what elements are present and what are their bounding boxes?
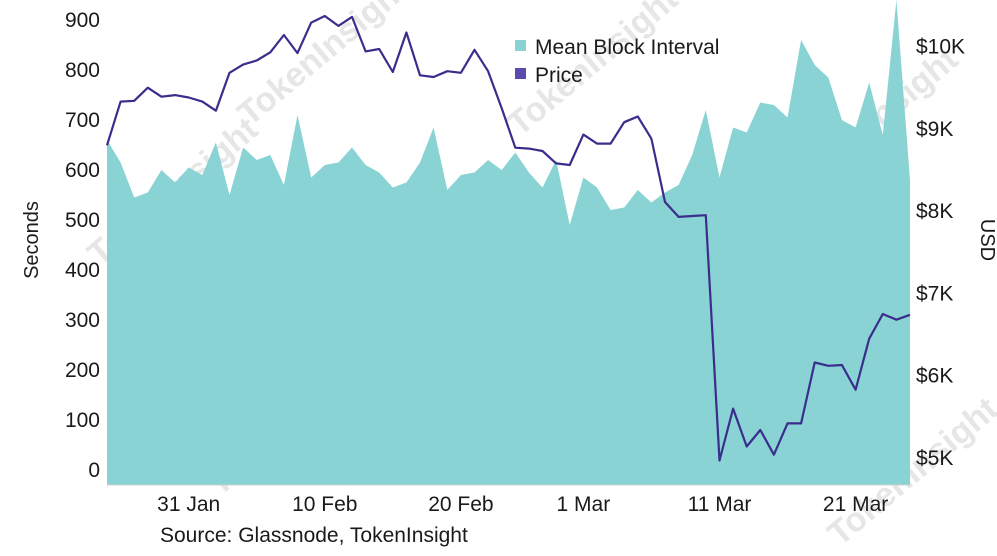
y-right-tick-label: $6K (916, 365, 953, 388)
x-tick-label: 21 Mar (823, 493, 888, 516)
y-right-tick-label: $8K (916, 200, 953, 223)
legend-label-mean-block-interval: Mean Block Interval (535, 36, 719, 59)
y-right-tick-label: $5K (916, 447, 953, 470)
y-left-tick-label: 900 (65, 9, 100, 32)
watermark-text: TokenInsight (231, 0, 416, 133)
legend-swatch-price (515, 68, 526, 79)
legend: Mean Block Interval Price (515, 36, 719, 87)
mean-block-interval-area (107, 0, 910, 485)
legend-swatch-mean-block-interval (515, 40, 526, 51)
area-series-mean-block-interval (107, 0, 910, 485)
y-left-tick-label: 400 (65, 259, 100, 282)
y-left-tick-label: 500 (65, 209, 100, 232)
x-tick-label: 11 Mar (688, 493, 752, 516)
price-line (105, 14, 911, 462)
source-note: Source: Glassnode, TokenInsight (160, 524, 468, 547)
y-left-tick-label: 700 (65, 109, 100, 132)
y-left-tick-label: 0 (88, 459, 100, 482)
right-axis-ticks: $5K $6K $7K $8K $9K $10K (916, 36, 965, 471)
y-right-tick-label: $9K (916, 118, 953, 141)
y-right-tick-label: $10K (916, 36, 965, 59)
y-axis-label-left: Seconds (21, 201, 43, 279)
y-left-tick-label: 200 (65, 359, 100, 382)
y-left-tick-label: 100 (65, 409, 100, 432)
x-tick-label: 20 Feb (428, 493, 493, 516)
y-left-tick-label: 600 (65, 159, 100, 182)
watermark-text: TokenInsight (501, 0, 686, 143)
y-axis-label-right: USD (976, 219, 997, 261)
legend-label-price: Price (535, 64, 583, 87)
left-axis-ticks: 0 100 200 300 400 500 600 700 800 900 (65, 9, 100, 482)
y-left-tick-label: 300 (65, 309, 100, 332)
line-series-price (105, 14, 911, 462)
y-right-tick-label: $7K (916, 282, 953, 305)
x-tick-label: 10 Feb (292, 493, 357, 516)
x-tick-label: 31 Jan (157, 493, 220, 516)
x-axis-ticks: 31 Jan 10 Feb 20 Feb 1 Mar 11 Mar 21 Mar (157, 493, 888, 516)
y-left-tick-label: 800 (65, 59, 100, 82)
x-tick-label: 1 Mar (557, 493, 611, 516)
